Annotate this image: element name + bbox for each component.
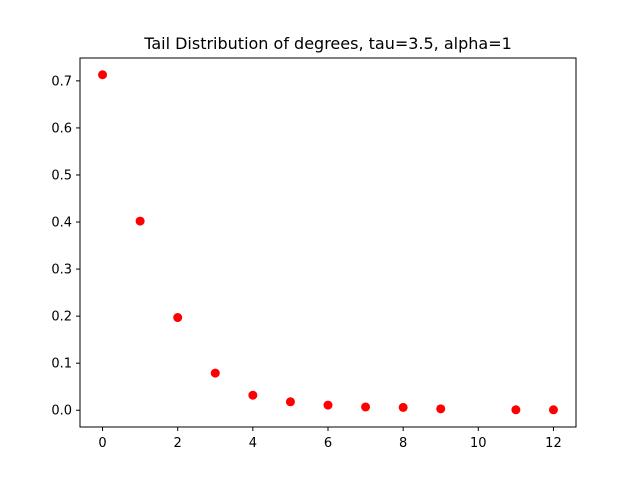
y-tick-label: 0.2 — [51, 310, 72, 325]
data-point — [323, 400, 333, 410]
data-point — [173, 313, 183, 323]
data-points — [98, 70, 558, 415]
data-point — [98, 70, 108, 80]
data-point — [398, 402, 408, 412]
x-tick-label: 6 — [324, 436, 332, 451]
chart-title: Tail Distribution of degrees, tau=3.5, a… — [143, 34, 512, 53]
data-point — [548, 405, 558, 415]
data-point — [285, 397, 295, 407]
plot-frame — [79, 57, 577, 428]
x-tick-label: 0 — [98, 436, 106, 451]
data-point — [248, 390, 258, 400]
y-tick-label: 0.7 — [51, 74, 72, 89]
y-tick-label: 0.3 — [51, 263, 72, 278]
y-tick-label: 0.0 — [51, 404, 72, 419]
data-point — [511, 405, 521, 415]
x-tick-label: 8 — [399, 436, 407, 451]
y-tick-label: 0.5 — [51, 168, 72, 183]
x-tick-label: 12 — [545, 436, 562, 451]
x-tick-label: 10 — [470, 436, 487, 451]
y-tick-label: 0.6 — [51, 121, 72, 136]
y-tick-label: 0.4 — [51, 216, 72, 231]
data-point — [210, 368, 220, 378]
x-tick-label: 2 — [174, 436, 182, 451]
data-point — [135, 216, 145, 226]
x-tick-label: 4 — [249, 436, 257, 451]
data-point — [361, 402, 371, 412]
data-point — [436, 404, 446, 414]
axis-ticks: 0 2 4 6 8 10 12 0.0 0.1 0.2 0.3 0.4 0.5 0.6 0.7 — [51, 74, 561, 451]
y-tick-label: 0.1 — [51, 357, 72, 372]
